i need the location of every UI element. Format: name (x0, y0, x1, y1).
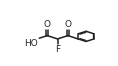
Text: HO: HO (25, 39, 38, 48)
Text: F: F (55, 45, 60, 54)
Text: O: O (64, 20, 71, 29)
Text: O: O (44, 20, 51, 29)
